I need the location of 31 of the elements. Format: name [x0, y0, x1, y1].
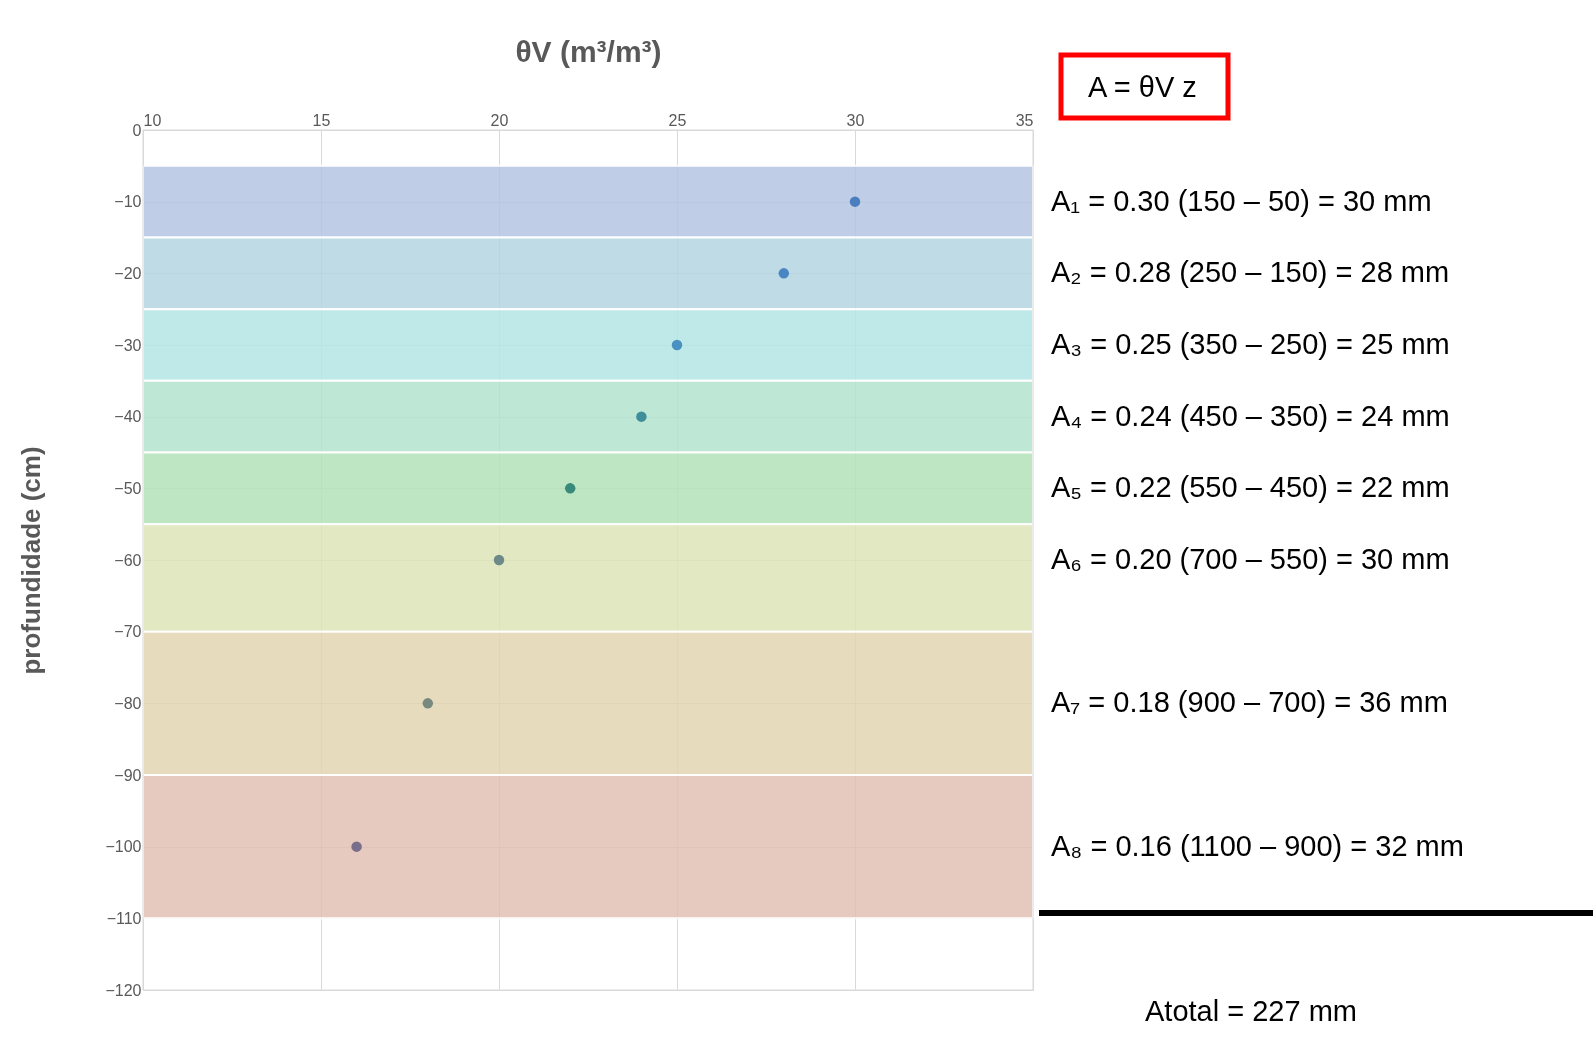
text: A₂ = 0.28 (250 – 150) = 28 mm: [1051, 256, 1450, 289]
text: A₅ = 0.22 (550 – 450) = 22 mm: [1051, 471, 1450, 504]
y-tick-label: −60: [114, 551, 142, 569]
y-tick-label: 0: [132, 121, 142, 139]
x-tick-label: 10: [143, 111, 162, 129]
x-tick-label: 35: [1015, 111, 1034, 129]
y-tick-label: −100: [105, 838, 142, 856]
text: A₁ = 0.30 (150 – 50) = 30 mm: [1051, 184, 1432, 217]
text: A = θV z: [1088, 71, 1197, 103]
x-tick-label: 15: [312, 111, 331, 129]
y-axis-title: profundidade (cm): [16, 446, 47, 675]
x-tick-label: 25: [668, 111, 687, 129]
text: A₆ = 0.20 (700 – 550) = 30 mm: [1051, 543, 1450, 575]
y-tick-label: −120: [105, 981, 142, 999]
y-tick-label: −50: [114, 479, 142, 497]
y-tick-label: −110: [106, 909, 142, 927]
text: A₈ = 0.16 (1100 – 900) = 32 mm: [1051, 829, 1464, 862]
x-tick-label: 30: [846, 111, 865, 129]
y-tick-label: −40: [114, 408, 142, 426]
y-tick-label: −10: [114, 193, 142, 211]
y-tick-label: −90: [114, 766, 142, 784]
text: A₃ = 0.25 (350 – 250) = 25 mm: [1051, 328, 1450, 360]
y-tick-label: −30: [114, 336, 142, 354]
y-tick-label: −70: [114, 623, 142, 641]
x-axis-title: θV (m³/m³): [515, 34, 662, 68]
text: A₄ = 0.24 (450 – 350) = 24 mm: [1051, 399, 1450, 432]
text: Atotal = 227 mm: [1145, 995, 1357, 1027]
text: A₇ = 0.18 (900 – 700) = 36 mm: [1051, 686, 1448, 719]
y-tick-label: −80: [114, 694, 142, 712]
x-tick-label: 20: [490, 111, 509, 129]
y-tick-label: −20: [114, 264, 142, 282]
